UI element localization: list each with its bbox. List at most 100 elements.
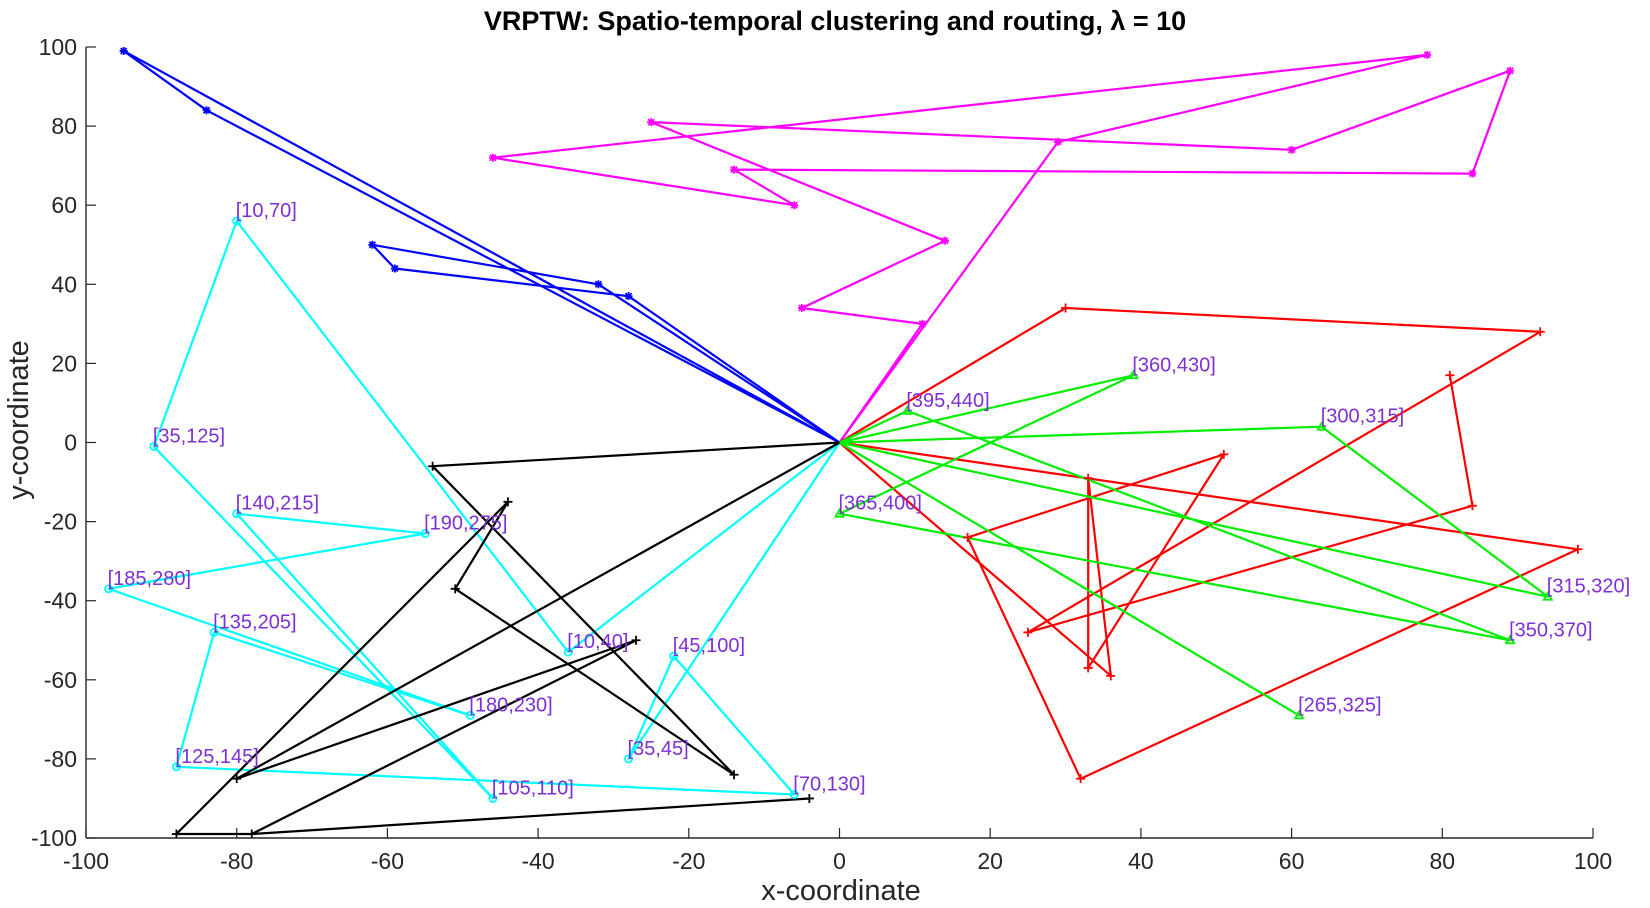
y-tick-label: 40 (51, 271, 77, 297)
time-window-label: [180,230] (469, 694, 552, 716)
route-magenta-marker (797, 304, 806, 313)
time-window-label: [265,325] (1298, 694, 1381, 716)
y-tick-label: 80 (51, 113, 77, 139)
route-blue-marker (594, 280, 603, 289)
route-red-marker (1219, 449, 1229, 459)
route-cyan-marker (209, 627, 219, 637)
route-green-marker (1504, 634, 1516, 645)
route-cyan-marker (104, 584, 114, 594)
route-red-marker (1023, 627, 1033, 637)
y-tick-label: 100 (39, 34, 77, 60)
route-black-line (175, 441, 841, 836)
time-window-label: [350,370] (1509, 619, 1592, 641)
route-cyan-marker (420, 528, 430, 538)
route-black-marker (729, 770, 739, 780)
route-magenta-marker (1423, 50, 1432, 59)
route-blue-marker (202, 106, 211, 115)
route-red-marker (1083, 473, 1093, 483)
route-green-marker (901, 405, 913, 415)
y-tick-label: -80 (44, 746, 77, 772)
route-magenta-marker (1506, 66, 1515, 75)
x-tick-label: -80 (220, 848, 253, 874)
chart-title: VRPTW: Spatio-temporal clustering and ro… (484, 6, 1186, 36)
route-cyan-marker (488, 793, 498, 803)
route-red-marker (1467, 501, 1477, 511)
x-tick-label: 20 (977, 848, 1003, 874)
time-window-label: [125,145] (175, 746, 258, 768)
time-window-label: [10,40] (567, 631, 628, 653)
route-green-marker (833, 507, 846, 518)
route-cyan-marker (624, 754, 634, 764)
route-black-marker (631, 635, 641, 645)
route-cyan-marker (171, 762, 181, 772)
x-axis-label: x-coordinate (761, 875, 921, 907)
time-window-label: [190,275] (424, 512, 507, 534)
route-magenta-marker (730, 165, 739, 174)
route-red-marker (1445, 370, 1455, 380)
route-green-marker (1293, 709, 1305, 720)
route-blue-marker (390, 264, 399, 273)
route-black-marker (503, 497, 513, 507)
time-window-label: [70,130] (793, 773, 865, 795)
time-window-label: [185,280] (108, 568, 191, 590)
route-red-marker (1106, 671, 1116, 681)
y-tick-label: 0 (64, 430, 77, 456)
route-cyan-marker (669, 651, 679, 661)
route-red-marker (963, 532, 973, 542)
x-tick-label: -40 (521, 848, 554, 874)
route-magenta-marker (790, 201, 799, 210)
route-magenta-marker (918, 319, 927, 328)
time-window-label: [360,430] (1132, 354, 1215, 376)
route-red-line-b (838, 306, 1542, 634)
y-tick-label: -40 (44, 588, 77, 614)
route-magenta-marker (488, 153, 497, 162)
route-magenta-marker (1054, 137, 1063, 146)
route-black-marker (247, 829, 257, 839)
x-tick-label: -20 (672, 848, 705, 874)
time-window-label: [35,45] (628, 738, 689, 760)
time-window-label: [300,315] (1321, 406, 1404, 428)
y-tick-label: -20 (44, 509, 77, 535)
route-black-marker (171, 829, 181, 839)
route-cyan-marker (789, 789, 799, 799)
route-red-marker (1535, 327, 1545, 337)
time-window-label: [135,205] (213, 611, 296, 633)
route-red-marker (1573, 544, 1583, 554)
route-blue-marker (119, 46, 128, 55)
time-window-label: [10,70] (236, 200, 297, 222)
y-axis-label: y-coordinate (3, 340, 35, 500)
y-tick-label: -60 (44, 667, 77, 693)
time-window-labels: [10,70] [35,125] [140,215] [190,275] [185,28… (108, 200, 1631, 799)
route-black-marker (232, 774, 242, 784)
route-markers (104, 46, 1583, 839)
x-tick-label: -100 (63, 848, 109, 874)
route-black-marker (450, 584, 460, 594)
time-window-label: [315,320] (1547, 576, 1630, 598)
route-cyan-marker (232, 509, 242, 519)
route-green-marker (1127, 369, 1139, 380)
time-window-label: [45,100] (673, 635, 745, 657)
route-cyan-marker (232, 216, 242, 226)
route-blue-marker (624, 292, 633, 301)
x-tick-label: 100 (1574, 848, 1612, 874)
time-window-label: [395,440] (906, 390, 989, 412)
x-tick-label: 0 (833, 848, 846, 874)
route-red-marker (1083, 663, 1093, 673)
route-cyan-marker (465, 710, 475, 720)
time-window-label: [105,110] (492, 777, 574, 799)
time-window-label: [140,215] (236, 493, 319, 515)
y-tick-label: 60 (51, 192, 77, 218)
time-window-label: [35,125] (153, 425, 225, 447)
route-cyan-marker (563, 647, 573, 657)
y-tick-label: -100 (31, 825, 77, 851)
route-green-marker (1542, 590, 1554, 601)
route-red-marker (1061, 303, 1071, 313)
x-tick-label: 80 (1430, 848, 1456, 874)
route-magenta-line (491, 53, 1512, 444)
route-cyan-line (107, 219, 841, 800)
route-magenta-marker (647, 118, 656, 127)
y-tick-label: 20 (51, 350, 77, 376)
route-black-marker (804, 793, 814, 803)
x-tick-label: 60 (1279, 848, 1305, 874)
